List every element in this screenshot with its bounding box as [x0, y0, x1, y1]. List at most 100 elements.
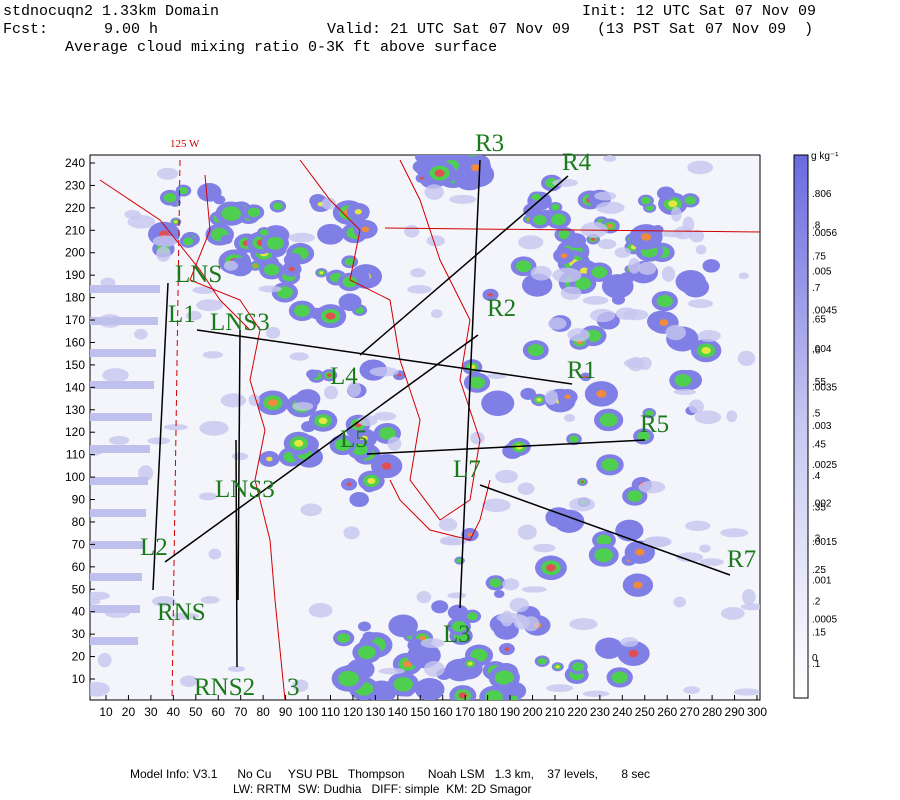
cloud-haze	[248, 393, 260, 407]
y-tick-label: 20	[72, 650, 86, 664]
cloud-haze	[738, 272, 749, 280]
cloud-haze	[308, 603, 333, 618]
cloud-core	[294, 439, 304, 447]
cloud-core	[596, 534, 612, 546]
cloud-haze	[147, 437, 171, 445]
cloud-haze	[180, 675, 198, 687]
section-label: L1	[168, 301, 196, 328]
cloud-haze	[597, 239, 617, 250]
cloud-haze	[156, 167, 179, 180]
colorbar-label: .5	[812, 408, 821, 419]
colorbar-label: .0005	[812, 614, 837, 625]
colorbar-label: .0056	[812, 228, 837, 239]
cloud-core	[352, 443, 368, 456]
section-line	[359, 175, 569, 356]
section-line	[366, 439, 646, 455]
init-time: Init: 12 UTC Sat 07 Nov 09	[582, 3, 816, 20]
cloud-core	[537, 657, 547, 665]
cloud-blob	[362, 631, 376, 642]
cloud-core	[579, 267, 589, 275]
cloud-blob	[481, 390, 515, 416]
stripe	[90, 285, 160, 293]
cloud-core	[645, 410, 654, 417]
colorbar-label: .55	[812, 377, 826, 388]
x-tick-label: 280	[702, 705, 722, 719]
y-tick-label: 240	[65, 156, 85, 170]
cloud-core	[531, 193, 541, 201]
cloud-core	[346, 482, 352, 487]
cloud-core	[656, 295, 673, 308]
stripe	[90, 349, 156, 357]
cloud-haze	[97, 653, 112, 668]
x-tick-label: 290	[725, 705, 745, 719]
cloud-haze	[688, 299, 713, 309]
cloud-haze	[407, 285, 432, 294]
cloud-core	[470, 164, 481, 172]
x-tick-label: 250	[635, 705, 655, 719]
cloud-core	[263, 264, 280, 276]
cloud-core	[484, 690, 503, 700]
cloud-haze	[671, 206, 682, 222]
section-label: LNS	[175, 261, 222, 288]
colorbar-label: .0015	[812, 537, 837, 548]
cloud-core	[419, 635, 426, 641]
x-tick-label: 150	[410, 705, 430, 719]
cloud-core	[272, 202, 283, 210]
x-tick-label: 200	[523, 705, 543, 719]
cloud-haze	[552, 267, 582, 283]
cloud-haze	[343, 526, 360, 540]
cloud-core	[319, 271, 324, 275]
coast	[299, 159, 481, 521]
cloud-core	[397, 373, 402, 377]
cloud-haze	[720, 607, 745, 620]
cloud-haze	[438, 518, 458, 532]
cloud-core	[357, 645, 376, 660]
cloud-core	[611, 671, 628, 684]
x-tick-label: 110	[321, 705, 340, 719]
cloud-core	[354, 209, 362, 215]
cloud-core	[221, 206, 242, 221]
cloud-haze	[582, 690, 610, 697]
cloud-core	[596, 390, 607, 398]
x-tick-label: 240	[612, 705, 632, 719]
cloud-haze	[615, 307, 638, 321]
section-line	[196, 329, 573, 385]
cloud-haze	[288, 232, 316, 243]
y-tick-label: 160	[65, 335, 85, 349]
colorbar-label: .0035	[812, 383, 837, 394]
cloud-core	[527, 344, 544, 357]
cloud-core	[640, 233, 652, 241]
cloud-haze	[426, 235, 445, 247]
cloud-haze	[688, 399, 704, 414]
colorbar-label: .001	[812, 576, 832, 587]
y-tick-label: 140	[65, 380, 85, 394]
cloud-core	[599, 413, 618, 427]
y-tick-label: 230	[65, 178, 85, 192]
section-label: L7	[453, 456, 481, 483]
cloud-haze	[292, 679, 309, 692]
cloud-haze	[198, 492, 218, 501]
section-label: RNS	[157, 599, 206, 626]
cloud-blob	[197, 182, 222, 202]
cloud-core	[574, 277, 592, 290]
cloud-haze	[569, 618, 598, 631]
cloud-core	[434, 169, 445, 177]
colorbar-label: 0	[812, 653, 818, 664]
x-tick-label: 180	[478, 705, 498, 719]
cloud-haze	[185, 310, 202, 321]
cloud-haze	[227, 665, 246, 672]
cloud-haze	[108, 435, 130, 445]
cloud-haze	[199, 420, 229, 436]
colorbar-label: .002	[812, 498, 832, 509]
cloud-haze	[695, 244, 707, 255]
cloud-blob	[566, 233, 587, 249]
section-label: R3	[475, 130, 504, 157]
cloud-core	[361, 226, 370, 233]
cloud-core	[468, 376, 486, 389]
colorbar-label: .0045	[812, 305, 837, 316]
cloud-haze	[156, 246, 171, 262]
cloud-haze	[90, 598, 101, 605]
cloud-haze	[530, 265, 552, 281]
x-axis: 10 20 30 40 50 60 70 80 90 100 110 120 130 140 150 160 1…	[99, 695, 767, 719]
stripe	[90, 477, 148, 485]
